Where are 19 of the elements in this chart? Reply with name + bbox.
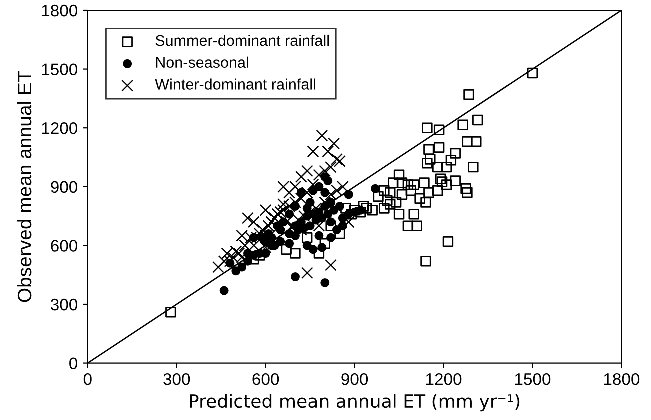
y-tick-label: 1200 [42, 122, 78, 134]
x-tick-label: 900 [342, 373, 368, 386]
y-tick-label: 1800 [42, 4, 78, 17]
x-tick-label: 300 [164, 373, 190, 386]
y-tick-label: 300 [50, 298, 78, 311]
x-tick-label: 600 [252, 373, 280, 386]
x-tick-label: 1200 [426, 373, 462, 386]
x-tick-label: 0 [84, 373, 92, 386]
legend-label: Winter-dominant rainfall [155, 78, 316, 90]
y-tick-label: 600 [51, 240, 78, 252]
legend-label: Non-seasonal [156, 56, 248, 68]
y-axis-title: Observed mean annual ET [17, 71, 32, 302]
x-tick-label: 1800 [604, 373, 640, 386]
y-tick-label: 900 [51, 181, 78, 194]
y-tick-label: 0 [70, 358, 78, 370]
y-tick-label: 1500 [42, 64, 78, 76]
legend-label: Summer-dominant rainfall [156, 34, 329, 46]
x-axis-title: Predicted mean annual ET (mm yr⁻¹) [190, 394, 520, 412]
x-tick-label: 1500 [515, 373, 551, 386]
